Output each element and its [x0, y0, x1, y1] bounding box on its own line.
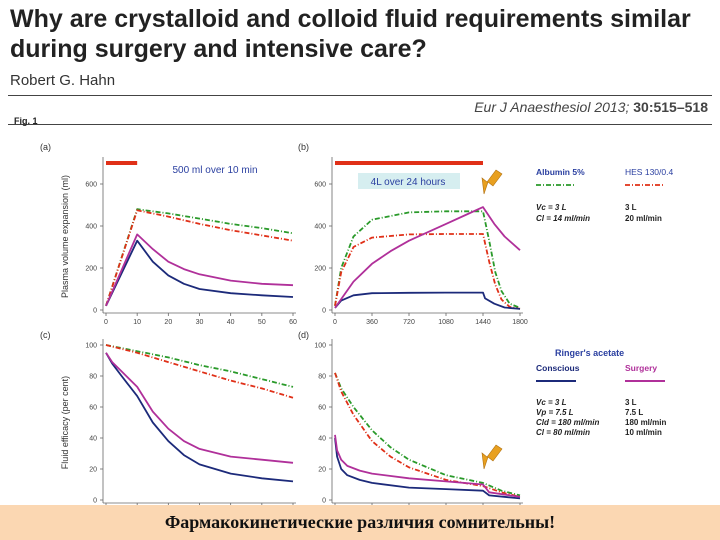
x-tick-label: 0 [333, 319, 337, 326]
slide-title: Why are crystalloid and colloid fluid re… [10, 5, 691, 63]
panel-label: (b) [298, 142, 309, 152]
y-tick-label: 600 [85, 182, 97, 189]
annotation-box [358, 173, 460, 189]
x-tick-label: 1800 [512, 319, 528, 326]
series-line-albumin [105, 344, 294, 388]
arrow-annotation-b [481, 169, 503, 195]
x-tick-label: 720 [403, 319, 415, 326]
arrow-shape [481, 169, 503, 195]
y-tick-label: 400 [314, 224, 326, 231]
series-line-hes [334, 372, 521, 498]
y-tick-label: 80 [318, 374, 326, 381]
series-line-albumin [334, 210, 521, 309]
y-tick-label: 0 [93, 308, 97, 315]
figure-label: Fig. 1 [14, 116, 38, 126]
series-line-conscious [105, 352, 294, 483]
citation-journal: Eur J Anaesthesiol 2013; [474, 99, 630, 115]
panel-label: (c) [40, 330, 51, 340]
y-tick-label: 20 [89, 467, 97, 474]
y-tick-label: 100 [314, 343, 326, 350]
chart-panel-c: (c)0102030405060020406080100Fluid effica… [40, 330, 297, 516]
legend-crystalloid-header: Ringer's acetate [555, 348, 624, 358]
series-line-conscious [105, 239, 294, 307]
y-tick-label: 40 [318, 436, 326, 443]
y-tick-label: 60 [318, 405, 326, 412]
legend-conscious-param: Vp = 7.5 L [536, 408, 574, 417]
legend-surgery-param: 7.5 L [625, 408, 643, 417]
legend-hes-label: HES 130/0.4 [625, 167, 673, 177]
legend-surgery-param: 3 L [625, 398, 637, 407]
chart-panel-d: (d)0360720108014401800020406080100 [298, 330, 528, 516]
legends: Albumin 5% HES 130/0.4 Vc = 3 L Cl = 14 ml/… [536, 167, 673, 437]
y-axis-label: Fluid efficacy (per cent) [60, 376, 70, 469]
series-line-hes [105, 209, 294, 307]
author-name: Robert G. Hahn [10, 72, 116, 89]
y-tick-label: 60 [89, 405, 97, 412]
y-tick-label: 20 [318, 467, 326, 474]
legend-hes-param: 20 ml/min [625, 214, 662, 223]
legend-albumin-label: Albumin 5% [536, 167, 585, 177]
legend-surgery-param: 180 ml/min [625, 418, 666, 427]
y-tick-label: 0 [322, 498, 326, 505]
series-line-surgery [334, 206, 521, 309]
y-tick-label: 400 [85, 224, 97, 231]
x-tick-label: 1080 [438, 319, 454, 326]
citation-rule [8, 124, 712, 125]
legend-surgery-label: Surgery [625, 363, 657, 373]
x-tick-label: 50 [258, 319, 266, 326]
y-tick-label: 600 [314, 182, 326, 189]
legend-albumin-param: Vc = 3 L [536, 203, 567, 212]
legend-conscious-param: Cl = 80 ml/min [536, 428, 590, 437]
series-line-surgery [105, 352, 294, 464]
panel-label: (d) [298, 330, 309, 340]
y-tick-label: 40 [89, 436, 97, 443]
series-line-conscious [334, 291, 521, 310]
x-tick-label: 60 [289, 319, 297, 326]
top-rule [8, 95, 712, 96]
legend-hes-param: 3 L [625, 203, 637, 212]
series-line-surgery [334, 434, 521, 498]
footer-banner: Фармакокинетические различия сомнительны… [0, 505, 720, 540]
legend-surgery-param: 10 ml/min [625, 428, 662, 437]
arrow-shape [481, 444, 503, 470]
citation-ref: 30:515–518 [633, 99, 708, 115]
series-line-hes [334, 233, 521, 310]
series-line-albumin [334, 372, 521, 497]
legend-conscious-label: Conscious [536, 363, 580, 373]
x-tick-label: 1440 [475, 319, 491, 326]
chart-panel-b: (b) 0 360 720 1080 1440 1800 0 200 400 600 4L over … [298, 142, 528, 326]
legend-albumin-param: Cl = 14 ml/min [536, 214, 590, 223]
y-tick-label: 100 [85, 343, 97, 350]
citation: Eur J Anaesthesiol 2013; 30:515–518 [474, 99, 708, 115]
x-tick-label: 0 [104, 319, 108, 326]
legend-conscious-param: Cld = 180 ml/min [536, 418, 599, 427]
y-tick-label: 80 [89, 374, 97, 381]
x-tick-label: 30 [196, 319, 204, 326]
series-line-hes [105, 344, 294, 399]
y-axis-label: Plasma volume expansion (ml) [60, 175, 70, 298]
arrow-annotation-d [481, 444, 503, 470]
y-tick-label: 200 [85, 266, 97, 273]
series-line-conscious [334, 437, 521, 500]
series-line-surgery [105, 233, 294, 307]
legend-conscious-param: Vc = 3 L [536, 398, 567, 407]
x-tick-label: 10 [133, 319, 141, 326]
y-tick-label: 0 [322, 308, 326, 315]
y-tick-label: 0 [93, 498, 97, 505]
x-tick-label: 360 [366, 319, 378, 326]
y-tick-label: 200 [314, 266, 326, 273]
panel-label: (a) [40, 142, 51, 152]
infusion-annotation: 500 ml over 10 min [172, 165, 257, 176]
series-line-albumin [105, 208, 294, 307]
x-tick-label: 40 [227, 319, 235, 326]
infusion-annotation: 4L over 24 hours [371, 177, 446, 188]
x-tick-label: 20 [164, 319, 172, 326]
